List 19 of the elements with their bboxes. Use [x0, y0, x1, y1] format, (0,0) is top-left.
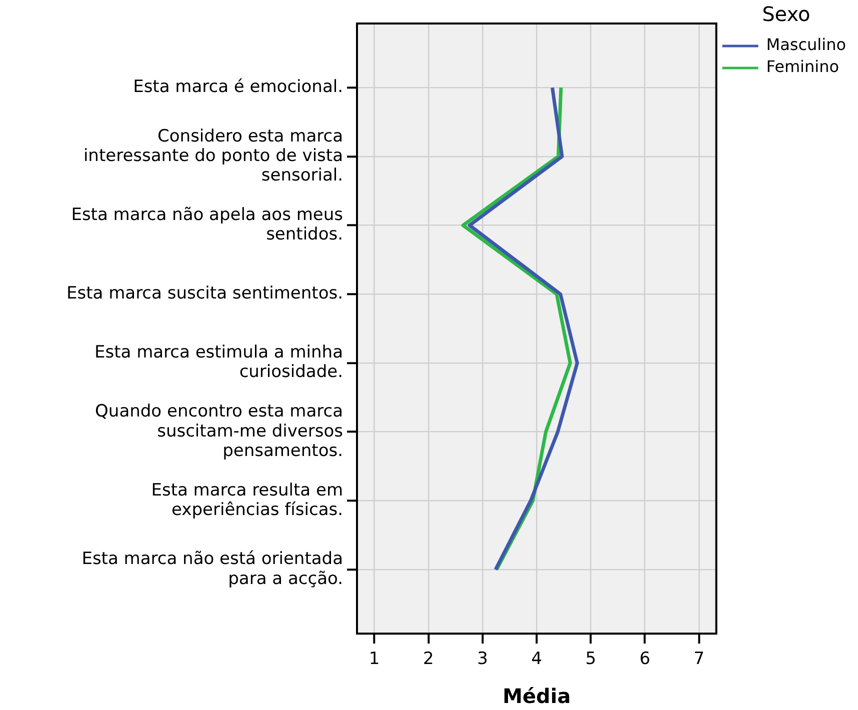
x-tick-label: 2 [423, 649, 434, 670]
legend-title: Sexo [762, 2, 810, 26]
x-tick-label: 7 [694, 649, 704, 670]
y-tick-label: Esta marca resulta em experiências físicas. [151, 480, 343, 520]
x-tick-label: 6 [639, 649, 650, 670]
y-tick-label: Esta marca não apela aos meus sentidos. [71, 204, 344, 244]
y-tick-label: Esta marca é emocional. [133, 77, 343, 98]
y-tick-label: Esta marca não está orientada para a acção. [82, 549, 343, 589]
y-tick-label: Esta marca estimula a minha curiosidade. [94, 342, 343, 382]
y-tick-label: Considero esta marca interessante do ponto de vista sensorial. [83, 126, 343, 186]
x-tick-label: 4 [531, 649, 542, 670]
legend-label: Masculino [766, 35, 846, 54]
x-tick-label: 3 [477, 649, 488, 670]
x-tick-label: 1 [368, 649, 380, 670]
y-tick-label: Quando encontro esta marca suscitam-me diversos pensamentos. [95, 402, 344, 461]
legend-label: Feminino [766, 57, 840, 76]
x-tick-label: 5 [585, 649, 596, 670]
x-axis-title: Média [502, 684, 571, 708]
y-tick-label: Esta marca suscita sentimentos. [66, 284, 343, 304]
